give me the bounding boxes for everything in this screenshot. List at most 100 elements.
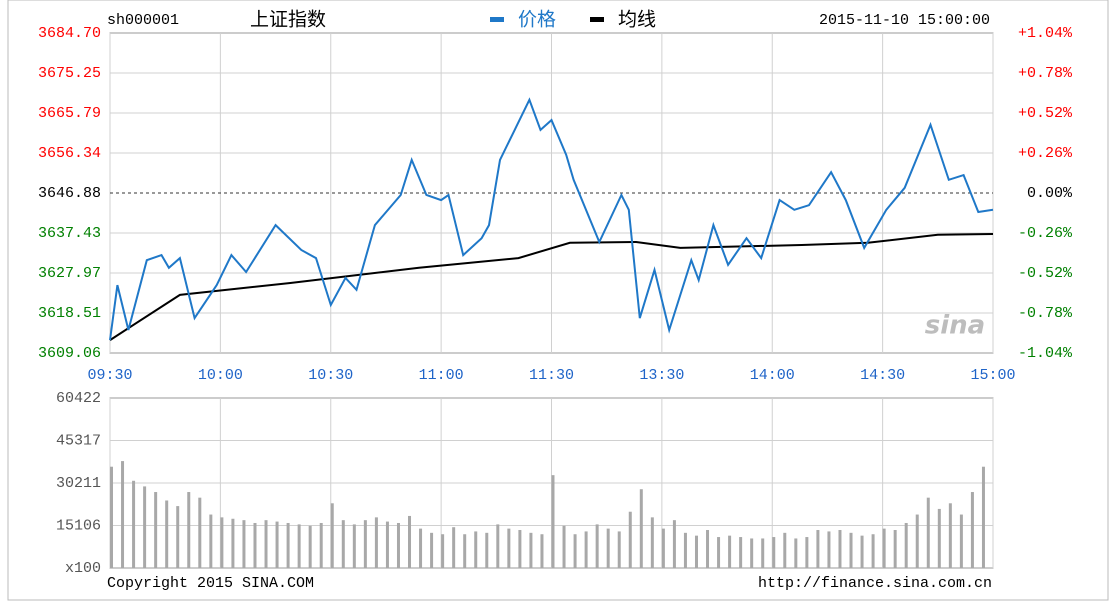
- x-tick-label: 13:30: [639, 367, 684, 384]
- volume-bar: [242, 520, 246, 568]
- y-tick-label: 3627.97: [38, 265, 101, 282]
- volume-bar: [154, 492, 158, 568]
- volume-bar: [761, 538, 765, 568]
- copyright: Copyright 2015 SINA.COM: [107, 575, 314, 592]
- volume-bar: [606, 528, 610, 568]
- volume-bar: [297, 524, 301, 568]
- volume-bar: [915, 514, 919, 568]
- volume-bar: [121, 461, 125, 568]
- y-tick-label: 3646.88: [38, 185, 101, 202]
- y2-tick-label: +1.04%: [1018, 25, 1073, 42]
- volume-bar: [981, 466, 985, 568]
- volume-bar: [838, 530, 842, 568]
- volume-bar: [385, 521, 389, 568]
- x-tick-label: 11:30: [529, 367, 574, 384]
- x-tick-label: 14:00: [750, 367, 795, 384]
- volume-bar: [739, 537, 743, 568]
- volume-bar: [728, 535, 732, 568]
- volume-bar: [452, 527, 456, 568]
- x-tick-label: 11:00: [419, 367, 464, 384]
- x-tick-label: 10:00: [198, 367, 243, 384]
- volume-bar: [959, 514, 963, 568]
- watermark: sina: [925, 311, 985, 341]
- volume-bar: [187, 492, 191, 568]
- y2-tick-label: +0.26%: [1018, 145, 1073, 162]
- volume-bar: [220, 517, 224, 568]
- volume-bar: [904, 522, 908, 568]
- volume-bar: [176, 506, 180, 568]
- series-line: [109, 97, 994, 341]
- volume-bar: [794, 538, 798, 568]
- volume-bar: [363, 520, 367, 568]
- volume-bar: [408, 515, 412, 568]
- legend-label: 价格: [518, 9, 556, 31]
- volume-bar: [198, 497, 202, 568]
- volume-bar: [264, 520, 268, 568]
- volume-bar: [143, 486, 147, 568]
- datetime: 2015-11-10 15:00:00: [819, 12, 990, 29]
- volume-bar: [374, 517, 378, 568]
- source-url: http://finance.sina.com.cn: [758, 575, 992, 592]
- volume-bar: [396, 522, 400, 568]
- volume-bar: [507, 528, 511, 568]
- volume-bar: [496, 524, 500, 568]
- volume-bar: [706, 530, 710, 568]
- y2-tick-label: +0.52%: [1018, 105, 1073, 122]
- volume-bar: [805, 537, 809, 568]
- series-line: [109, 233, 994, 341]
- y-tick-label: 3665.79: [38, 105, 101, 122]
- y-tick-label: 3609.06: [38, 345, 101, 362]
- y-tick-label: 15106: [56, 517, 101, 534]
- volume-bar: [110, 466, 113, 568]
- y2-tick-label: -0.52%: [1018, 265, 1073, 282]
- x-tick-label: 10:30: [308, 367, 353, 384]
- volume-bar: [772, 537, 776, 568]
- y-tick-label: 3684.70: [38, 25, 101, 42]
- volume-bar: [882, 528, 886, 568]
- volume-bar: [573, 534, 577, 568]
- volume-bar: [275, 521, 279, 568]
- x-tick-label: 09:30: [87, 367, 132, 384]
- volume-bar: [628, 511, 632, 568]
- volume-bar: [419, 528, 423, 568]
- x-tick-label: 14:30: [860, 367, 905, 384]
- y-tick-label: 60422: [56, 390, 101, 407]
- volume-bar: [308, 525, 312, 568]
- volume-bar: [783, 532, 787, 568]
- y2-tick-label: 0.00%: [1027, 185, 1073, 202]
- volume-bar: [319, 522, 323, 568]
- volume-bar: [330, 503, 334, 568]
- volume-bar: [683, 532, 687, 568]
- y-tick-label: 3675.25: [38, 65, 101, 82]
- volume-bar: [937, 508, 941, 568]
- volume-bar: [562, 525, 566, 568]
- volume-bar: [717, 537, 721, 568]
- y2-tick-label: -0.78%: [1018, 305, 1073, 322]
- y2-tick-label: -1.04%: [1018, 345, 1073, 362]
- y2-tick-label: -0.26%: [1018, 225, 1073, 242]
- volume-bar: [551, 475, 555, 568]
- y2-tick-label: +0.78%: [1018, 65, 1073, 82]
- volume-bar: [518, 530, 522, 568]
- volume-bar: [827, 531, 831, 568]
- volume-bar: [132, 480, 136, 568]
- legend-swatch: [490, 17, 504, 22]
- volume-bar: [650, 517, 654, 568]
- volume-bar: [209, 514, 213, 568]
- y-tick-label: 3637.43: [38, 225, 101, 242]
- volume-bar: [430, 532, 434, 568]
- volume-bar: [871, 534, 875, 568]
- volume-bar: [694, 535, 698, 568]
- volume-bar: [617, 531, 621, 568]
- volume-bar: [474, 531, 478, 568]
- volume-bar: [860, 535, 864, 568]
- volume-bar: [540, 534, 544, 568]
- y-tick-label: 3618.51: [38, 305, 101, 322]
- legend-swatch: [590, 17, 604, 22]
- volume-bar: [341, 520, 345, 568]
- volume-bar: [672, 520, 676, 568]
- stock-name: 上证指数: [250, 9, 326, 31]
- volume-bar: [441, 534, 445, 568]
- volume-bar: [639, 489, 643, 568]
- volume-bar: [165, 500, 169, 568]
